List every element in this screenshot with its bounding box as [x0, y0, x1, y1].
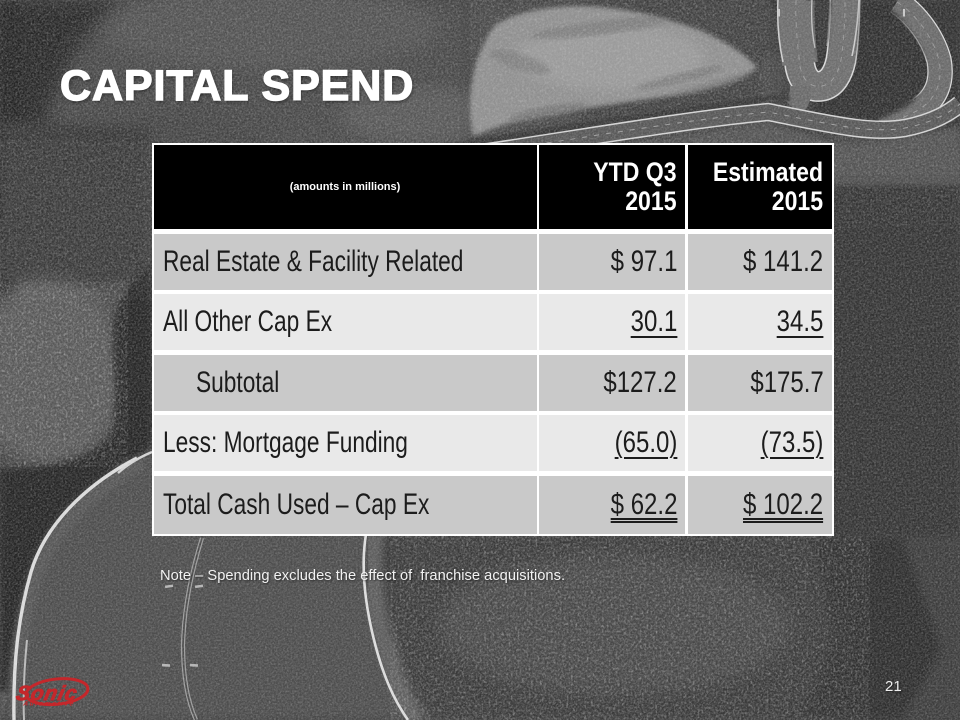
- svg-text:Sonic: Sonic: [14, 682, 79, 705]
- svg-text:Automotive: Automotive: [22, 701, 75, 708]
